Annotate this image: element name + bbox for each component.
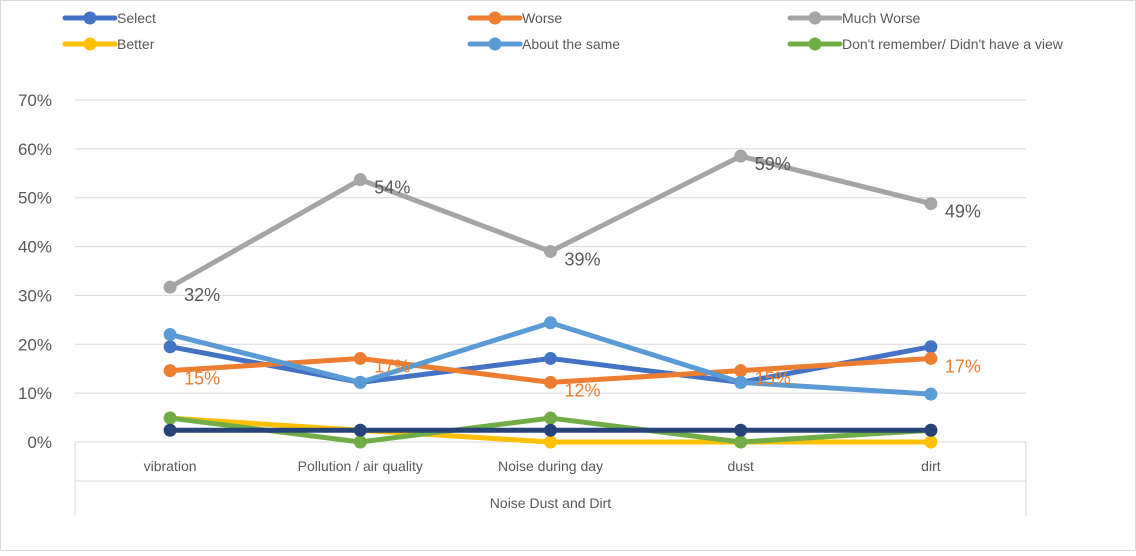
legend-marker (808, 37, 822, 51)
legend-label: Don't remember/ Didn't have a view (842, 36, 1064, 52)
data-point (163, 328, 177, 342)
data-point (544, 316, 557, 330)
data-point (544, 411, 557, 425)
data-point (924, 423, 938, 437)
data-label: 15% (755, 369, 791, 389)
x-tick-label: Pollution / air quality (298, 458, 423, 474)
legend-marker (488, 37, 502, 51)
data-labels: 15% 17% 12% 15% 17% 32% 54% 39% 59% 49% (184, 154, 981, 400)
legend-marker (488, 11, 502, 25)
legend-label: Much Worse (842, 10, 921, 26)
data-label: 17% (945, 356, 981, 376)
data-point (734, 423, 748, 437)
y-tick-label: 0% (27, 433, 52, 452)
data-label: 54% (374, 178, 410, 198)
data-point (353, 435, 367, 449)
data-point (163, 411, 177, 425)
x-tick-label: Noise during day (498, 458, 603, 474)
x-axis-title: Noise Dust and Dirt (490, 495, 611, 511)
y-tick-label: 40% (18, 238, 52, 257)
legend: Select Worse Much Worse Better About the sam… (62, 10, 1064, 52)
data-point (544, 423, 557, 437)
y-tick-label: 50% (18, 189, 52, 208)
data-point (163, 423, 177, 437)
data-point (353, 375, 367, 389)
legend-label: Select (117, 10, 156, 26)
data-point (544, 351, 557, 365)
data-point (734, 375, 748, 389)
data-label: 59% (755, 154, 791, 174)
series-lines (163, 149, 938, 449)
data-point (353, 351, 367, 365)
y-tick-label: 20% (18, 335, 52, 354)
data-point (163, 364, 177, 378)
data-point (734, 435, 748, 449)
y-tick-label: 30% (18, 286, 52, 305)
legend-label: Better (117, 36, 155, 52)
data-point (924, 351, 938, 365)
y-tick-label: 10% (18, 384, 52, 403)
legend-label: Worse (522, 10, 562, 26)
data-label: 32% (184, 285, 220, 305)
data-point (544, 244, 557, 258)
data-label: 12% (565, 380, 601, 400)
data-point (924, 435, 938, 449)
data-point (924, 340, 938, 354)
data-label: 39% (565, 249, 601, 269)
data-point (353, 173, 367, 187)
data-point (734, 364, 748, 378)
data-point (734, 149, 748, 163)
y-tick-label: 70% (18, 91, 52, 110)
x-tick-label: vibration (144, 458, 197, 474)
legend-label: About the same (522, 36, 620, 52)
legend-marker (808, 11, 822, 25)
data-point (924, 387, 938, 401)
x-tick-label: dust (727, 458, 754, 474)
legend-marker (83, 37, 97, 51)
data-label: 15% (184, 369, 220, 389)
data-label: 17% (374, 356, 410, 376)
data-point (544, 435, 557, 449)
data-point (544, 375, 557, 389)
data-label: 49% (945, 202, 981, 222)
data-point (163, 280, 177, 294)
data-point (163, 340, 177, 354)
x-tick-label: dirt (921, 458, 941, 474)
data-point (353, 423, 367, 437)
y-tick-label: 60% (18, 140, 52, 159)
data-point (924, 197, 938, 211)
legend-marker (83, 11, 97, 25)
